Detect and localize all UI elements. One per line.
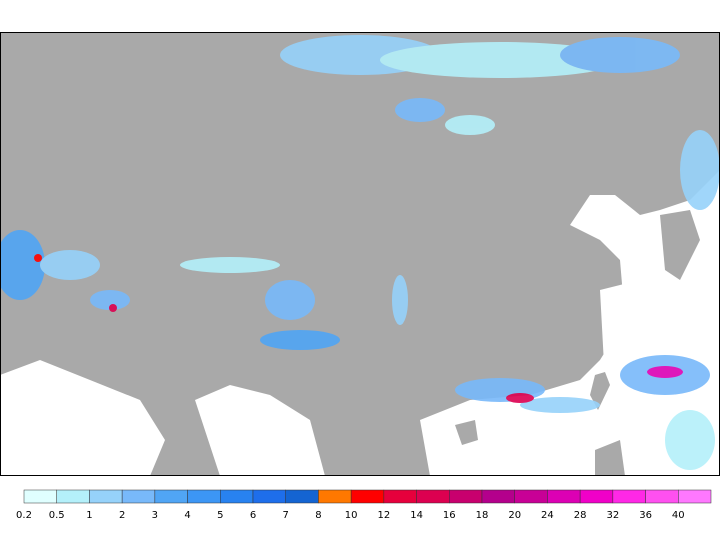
legend-swatch — [579, 489, 614, 504]
legend: 0.2 0.5 1 2 3 4 5 6 7 8 10 12 14 16 18 20 24 28 32 36 40 — [16, 489, 712, 521]
legend-swatch — [89, 489, 123, 504]
legend-swatch — [645, 489, 679, 504]
legend-label: 28 — [574, 510, 587, 521]
legend-swatch — [220, 489, 254, 504]
legend-label: 18 — [476, 510, 489, 521]
legend-swatch — [285, 489, 319, 504]
legend-label: 0.5 — [49, 510, 65, 521]
legend-label: 4 — [184, 510, 190, 521]
legend-label: 16 — [443, 510, 456, 521]
legend-swatch — [252, 489, 286, 504]
legend-label: 8 — [315, 510, 321, 521]
legend-swatch — [383, 489, 417, 504]
legend-swatch — [350, 489, 385, 504]
legend-swatch — [121, 489, 156, 504]
legend-swatch — [514, 489, 548, 504]
legend-label: 14 — [410, 510, 423, 521]
legend-swatch — [23, 489, 57, 504]
legend-label: 1 — [86, 510, 92, 521]
legend-swatch — [678, 489, 712, 504]
legend-label: 7 — [283, 510, 289, 521]
legend-label: 0.2 — [16, 510, 32, 521]
legend-swatch — [187, 489, 221, 504]
legend-label: 2 — [119, 510, 125, 521]
legend-label: 32 — [606, 510, 619, 521]
legend-label: 3 — [152, 510, 158, 521]
legend-swatch — [449, 489, 483, 504]
legend-swatch — [154, 489, 188, 504]
islands — [455, 210, 700, 476]
legend-swatch — [318, 489, 352, 504]
legend-label: 12 — [377, 510, 390, 521]
legend-label: 5 — [217, 510, 223, 521]
legend-swatch — [481, 489, 515, 504]
legend-swatch — [56, 489, 90, 504]
precipitation — [0, 35, 720, 470]
legend-label: 10 — [345, 510, 358, 521]
legend-label: 24 — [541, 510, 554, 521]
legend-swatch — [612, 489, 646, 504]
map — [0, 32, 720, 476]
legend-label: 40 — [672, 510, 685, 521]
legend-label: 6 — [250, 510, 256, 521]
legend-swatch — [416, 489, 450, 504]
legend-swatch — [547, 489, 581, 504]
legend-label: 36 — [639, 510, 652, 521]
legend-label: 20 — [508, 510, 521, 521]
